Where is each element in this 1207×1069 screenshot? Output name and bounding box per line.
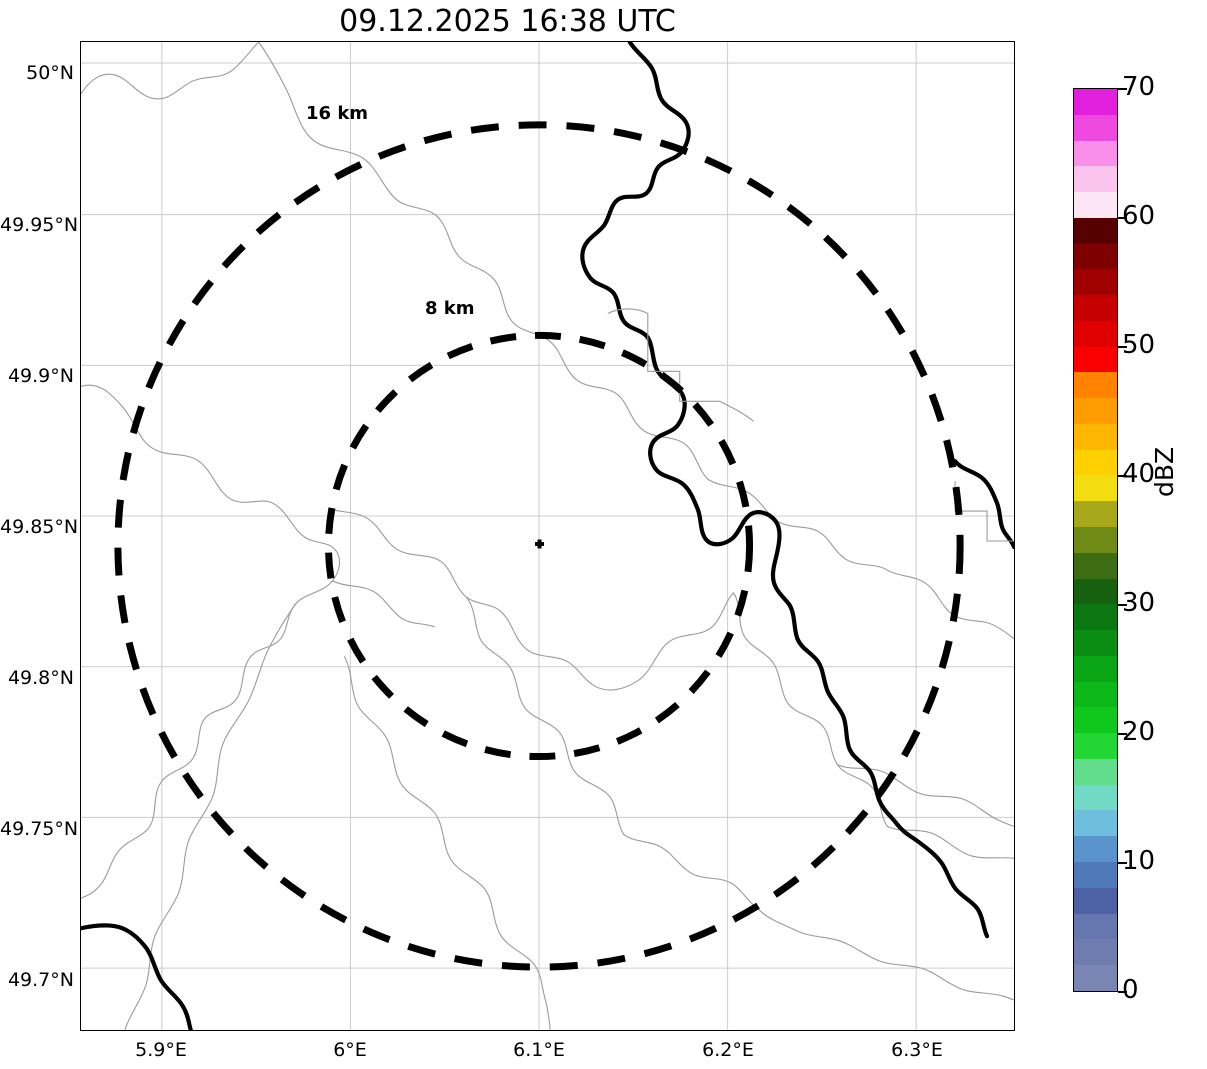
colorbar-tick-label: 0 [1122,975,1139,1005]
colorbar-tickmark [1118,733,1127,735]
colorbar-band [1074,89,1117,115]
colorbar-band [1074,758,1117,785]
xtick-label: 5.9°E [135,1039,187,1061]
colorbar-band [1074,166,1117,193]
colorbar-tickmark [1118,346,1127,348]
gridlines [81,42,1014,1030]
colorbar-band [1074,707,1117,734]
colorbar-band [1074,269,1117,296]
radar-map-plot[interactable]: 16 km 8 km [80,41,1015,1031]
range-ring-8km-label: 8 km [425,298,475,319]
colorbar-band [1074,140,1117,167]
colorbar-band [1074,192,1117,218]
range-ring-16km-label: 16 km [306,103,369,124]
colorbar-band [1074,217,1117,244]
colorbar-band [1074,784,1117,811]
colorbar-band [1074,887,1117,914]
colorbar-band [1074,939,1117,966]
colorbar-band [1074,965,1117,991]
colorbar-band [1074,501,1117,528]
administrative-boundaries [81,42,1014,1030]
colorbar-tickmark [1118,88,1127,90]
map-canvas [81,42,1014,1030]
colorbar-band [1074,681,1117,708]
colorbar-tick-label: 10 [1122,846,1156,876]
ytick-label: 49.85°N [0,516,79,538]
ytick-label: 50°N [26,62,74,84]
colorbar-tick-label: 60 [1122,201,1156,231]
range-ring-8km [324,331,754,761]
radar-site-marker [535,539,545,549]
colorbar-band [1074,114,1117,141]
xtick-label: 6°E [333,1039,367,1061]
page-title: 09.12.2025 16:38 UTC [339,4,676,39]
colorbar-tick-label: 20 [1122,717,1156,747]
colorbar-band [1074,527,1117,553]
colorbar-tickmark [1118,862,1127,864]
ytick-label: 49.8°N [7,667,74,689]
ytick-label: 49.95°N [0,214,79,236]
ytick-label: 49.9°N [7,365,74,387]
colorbar-band [1074,552,1117,579]
colorbar-band [1074,475,1117,502]
colorbar-band [1074,578,1117,605]
colorbar-tick-label: 70 [1122,72,1156,102]
colorbar[interactable] [1073,88,1118,992]
xtick-label: 6.2°E [702,1039,754,1061]
colorbar-band [1074,604,1117,631]
colorbar-tickmark [1118,604,1127,606]
colorbar-band [1074,836,1117,862]
range-ring-16km [114,121,964,971]
colorbar-band [1074,733,1117,759]
colorbar-tick-label: 30 [1122,588,1156,618]
colorbar-band [1074,243,1117,270]
colorbar-band [1074,320,1117,347]
colorbar-band [1074,449,1117,476]
colorbar-title: dBZ [1150,446,1179,497]
colorbar-band [1074,655,1117,682]
colorbar-band [1074,398,1117,424]
colorbar-band [1074,810,1117,837]
colorbar-band [1074,372,1117,399]
colorbar-band [1074,630,1117,656]
administrative-boundaries-detail [607,308,1014,542]
colorbar-tick-label: 40 [1122,459,1156,489]
ytick-label: 49.75°N [0,818,79,840]
colorbar-band [1074,295,1117,321]
xtick-label: 6.3°E [891,1039,943,1061]
national-border [81,42,1014,1030]
colorbar-tick-label: 50 [1122,330,1156,360]
colorbar-tickmark [1118,217,1127,219]
xtick-label: 6.1°E [513,1039,565,1061]
colorbar-band [1074,346,1117,373]
colorbar-tickmark [1118,475,1127,477]
colorbar-tickmark [1118,991,1127,993]
colorbar-band [1074,423,1117,450]
colorbar-band [1074,913,1117,940]
ytick-label: 49.7°N [7,969,74,991]
colorbar-band [1074,861,1117,888]
